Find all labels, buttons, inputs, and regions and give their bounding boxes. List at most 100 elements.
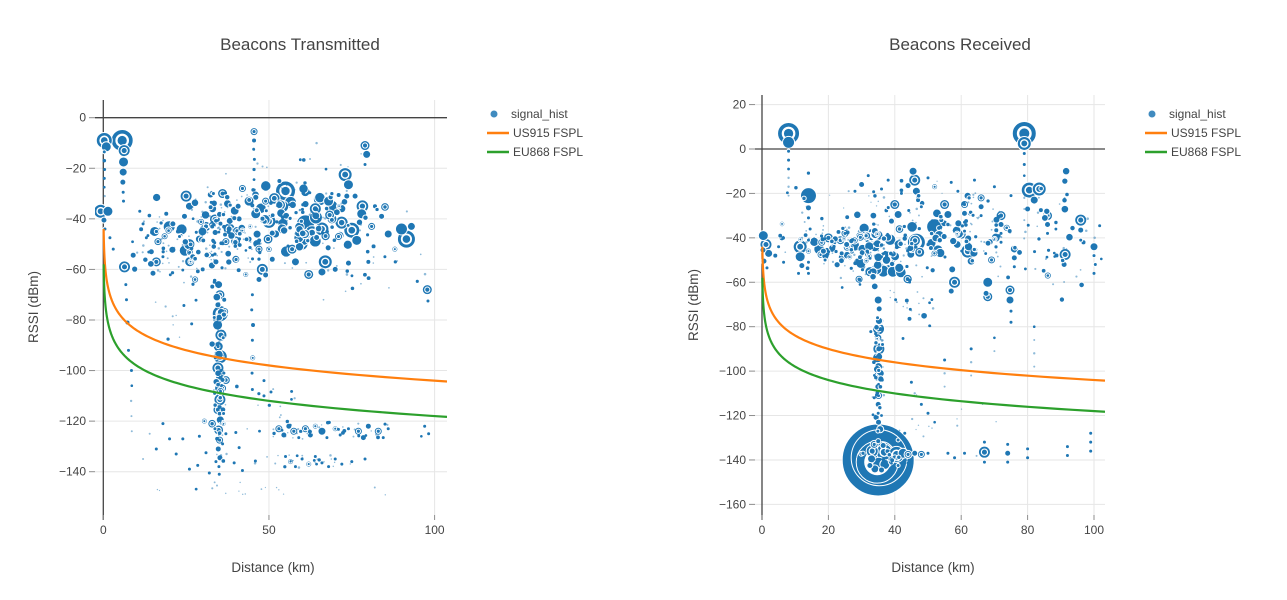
legend-item-us915-fspl[interactable]: US915 FSPL bbox=[513, 126, 583, 140]
bubble-ring bbox=[762, 240, 770, 249]
bubble bbox=[283, 262, 286, 265]
bubble-ring bbox=[239, 185, 246, 192]
bubble bbox=[871, 221, 877, 227]
us915-fspl-curve bbox=[102, 228, 447, 383]
bubble bbox=[212, 258, 220, 266]
bubble-ring bbox=[209, 420, 215, 427]
x-tick-label: 0 bbox=[759, 523, 766, 537]
bubble bbox=[976, 216, 978, 219]
bubble bbox=[228, 245, 231, 248]
y-tick-label: −140 bbox=[59, 465, 86, 479]
bubble bbox=[875, 365, 879, 369]
bubble bbox=[322, 216, 324, 219]
bubble bbox=[869, 251, 872, 254]
bubble bbox=[864, 273, 867, 276]
legend-item-signal-hist[interactable]: signal_hist bbox=[511, 107, 568, 121]
bubble bbox=[329, 190, 335, 197]
bubble bbox=[222, 369, 225, 372]
bubble bbox=[264, 486, 266, 489]
bubble bbox=[149, 269, 157, 277]
bubble bbox=[977, 445, 991, 459]
bubble-ring bbox=[258, 265, 267, 274]
bubble bbox=[996, 214, 1001, 219]
bubble bbox=[272, 435, 275, 438]
bubble bbox=[875, 305, 883, 313]
bubble bbox=[757, 230, 769, 242]
bubble bbox=[844, 226, 847, 228]
legend-item-signal-hist[interactable]: signal_hist bbox=[1169, 107, 1226, 121]
bubble bbox=[890, 202, 894, 205]
x-tick-label: 100 bbox=[1084, 523, 1104, 537]
bubble bbox=[830, 248, 834, 252]
bubble bbox=[415, 279, 419, 283]
bubble bbox=[925, 175, 931, 181]
y-axis-title: RSSI (dBm) bbox=[26, 271, 41, 343]
bubble bbox=[941, 250, 945, 253]
bubble-ring bbox=[188, 259, 193, 264]
bubble-ring bbox=[120, 263, 129, 271]
y-tick-label: −20 bbox=[66, 161, 87, 175]
bubble bbox=[1089, 431, 1093, 435]
bubble bbox=[225, 452, 228, 456]
bubble bbox=[948, 275, 962, 289]
legend-item-eu868-fspl[interactable]: EU868 FSPL bbox=[1171, 145, 1241, 159]
bubble bbox=[1060, 204, 1070, 214]
bubble bbox=[1092, 261, 1098, 267]
bubble bbox=[916, 291, 919, 293]
bubble bbox=[261, 165, 264, 168]
bubble bbox=[981, 459, 987, 465]
bubble bbox=[882, 236, 885, 239]
bubble bbox=[370, 243, 377, 250]
bubble bbox=[257, 238, 262, 243]
bubble bbox=[213, 481, 216, 484]
bubble bbox=[1033, 339, 1036, 342]
bubble bbox=[275, 205, 278, 208]
bubble bbox=[1058, 296, 1066, 303]
bubble bbox=[1063, 196, 1066, 199]
bubble bbox=[308, 433, 313, 437]
bubble-ring bbox=[250, 355, 255, 360]
legend-item-us915-fspl[interactable]: US915 FSPL bbox=[1171, 126, 1241, 140]
bubble bbox=[249, 292, 255, 298]
bubble bbox=[308, 191, 312, 195]
bubble bbox=[326, 209, 329, 211]
bubble bbox=[1111, 311, 1113, 313]
bubble bbox=[129, 251, 137, 259]
legend-item-eu868-fspl[interactable]: EU868 FSPL bbox=[513, 145, 583, 159]
bubble bbox=[805, 205, 809, 208]
bubble bbox=[839, 238, 842, 240]
bubble bbox=[1005, 441, 1011, 447]
bubble bbox=[166, 337, 170, 341]
bubble bbox=[842, 235, 845, 238]
bubble bbox=[251, 146, 257, 152]
bubble bbox=[936, 180, 938, 182]
bubble bbox=[146, 260, 155, 268]
bubble bbox=[230, 215, 233, 218]
bubble bbox=[914, 245, 918, 249]
bubble-ring bbox=[905, 451, 911, 457]
bubble bbox=[1061, 166, 1071, 176]
bubble-ring bbox=[932, 251, 937, 256]
bubble bbox=[176, 229, 179, 232]
bubble bbox=[915, 264, 918, 267]
bubble-ring bbox=[263, 198, 269, 204]
bubble bbox=[256, 162, 259, 165]
bubble bbox=[949, 236, 958, 246]
bubble bbox=[236, 199, 238, 201]
bubble bbox=[252, 167, 256, 172]
bubble bbox=[347, 166, 349, 168]
bubble bbox=[838, 257, 845, 265]
bubble bbox=[257, 404, 259, 406]
bubble bbox=[384, 494, 386, 496]
bubble bbox=[994, 245, 998, 249]
bubble bbox=[869, 272, 877, 281]
bubble bbox=[886, 178, 890, 182]
bubble bbox=[852, 270, 855, 272]
bubble-ring bbox=[223, 239, 229, 245]
bubble bbox=[305, 237, 311, 244]
bubble bbox=[269, 390, 273, 394]
bubble bbox=[307, 225, 310, 228]
bubble bbox=[875, 349, 878, 352]
bubble bbox=[845, 215, 850, 220]
